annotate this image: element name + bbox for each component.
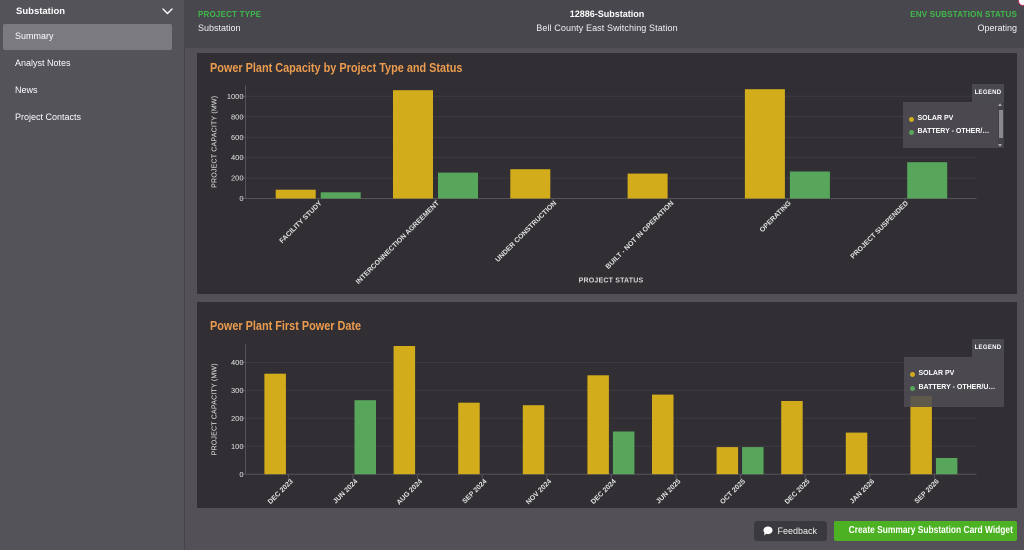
svg-text:PROJECT STATUS: PROJECT STATUS bbox=[579, 278, 644, 285]
svg-text:PROJECT CAPACITY (MW): PROJECT CAPACITY (MW) bbox=[212, 96, 219, 188]
svg-text:UNDER CONSTRUCTION: UNDER CONSTRUCTION bbox=[494, 200, 558, 264]
svg-text:0: 0 bbox=[239, 470, 243, 479]
svg-text:OCT 2025: OCT 2025 bbox=[719, 478, 747, 506]
svg-text:OPERATING: OPERATING bbox=[759, 200, 793, 234]
svg-text:NOV 2024: NOV 2024 bbox=[525, 478, 553, 506]
svg-text:800: 800 bbox=[231, 112, 244, 121]
svg-text:DEC 2023: DEC 2023 bbox=[267, 478, 295, 506]
svg-text:200: 200 bbox=[231, 174, 244, 183]
svg-text:PROJECT CAPACITY (MW): PROJECT CAPACITY (MW) bbox=[212, 363, 219, 455]
svg-text:100: 100 bbox=[231, 442, 244, 451]
svg-text:SEP 2026: SEP 2026 bbox=[914, 478, 941, 505]
svg-text:400: 400 bbox=[231, 358, 244, 367]
svg-text:FACILITY STUDY: FACILITY STUDY bbox=[279, 200, 324, 245]
svg-text:SEP 2024: SEP 2024 bbox=[461, 478, 488, 505]
svg-text:JUN 2024: JUN 2024 bbox=[332, 478, 359, 505]
svg-text:DEC 2025: DEC 2025 bbox=[784, 478, 812, 506]
svg-text:BUILT - NOT IN OPERATION: BUILT - NOT IN OPERATION bbox=[605, 200, 676, 271]
svg-text:0: 0 bbox=[239, 194, 243, 203]
svg-text:AUG 2024: AUG 2024 bbox=[396, 478, 424, 506]
svg-text:JUN 2025: JUN 2025 bbox=[655, 478, 682, 505]
svg-text:1000: 1000 bbox=[227, 92, 244, 101]
svg-text:400: 400 bbox=[231, 153, 244, 162]
svg-text:300: 300 bbox=[231, 386, 244, 395]
svg-text:INTERCONNECTION AGREEMENT: INTERCONNECTION AGREEMENT bbox=[355, 199, 441, 285]
svg-text:600: 600 bbox=[231, 133, 244, 142]
svg-text:JAN 2026: JAN 2026 bbox=[849, 478, 876, 505]
svg-text:200: 200 bbox=[231, 414, 244, 423]
svg-text:DEC 2024: DEC 2024 bbox=[590, 478, 618, 506]
svg-text:PROJECT SUSPENDED: PROJECT SUSPENDED bbox=[850, 200, 911, 261]
